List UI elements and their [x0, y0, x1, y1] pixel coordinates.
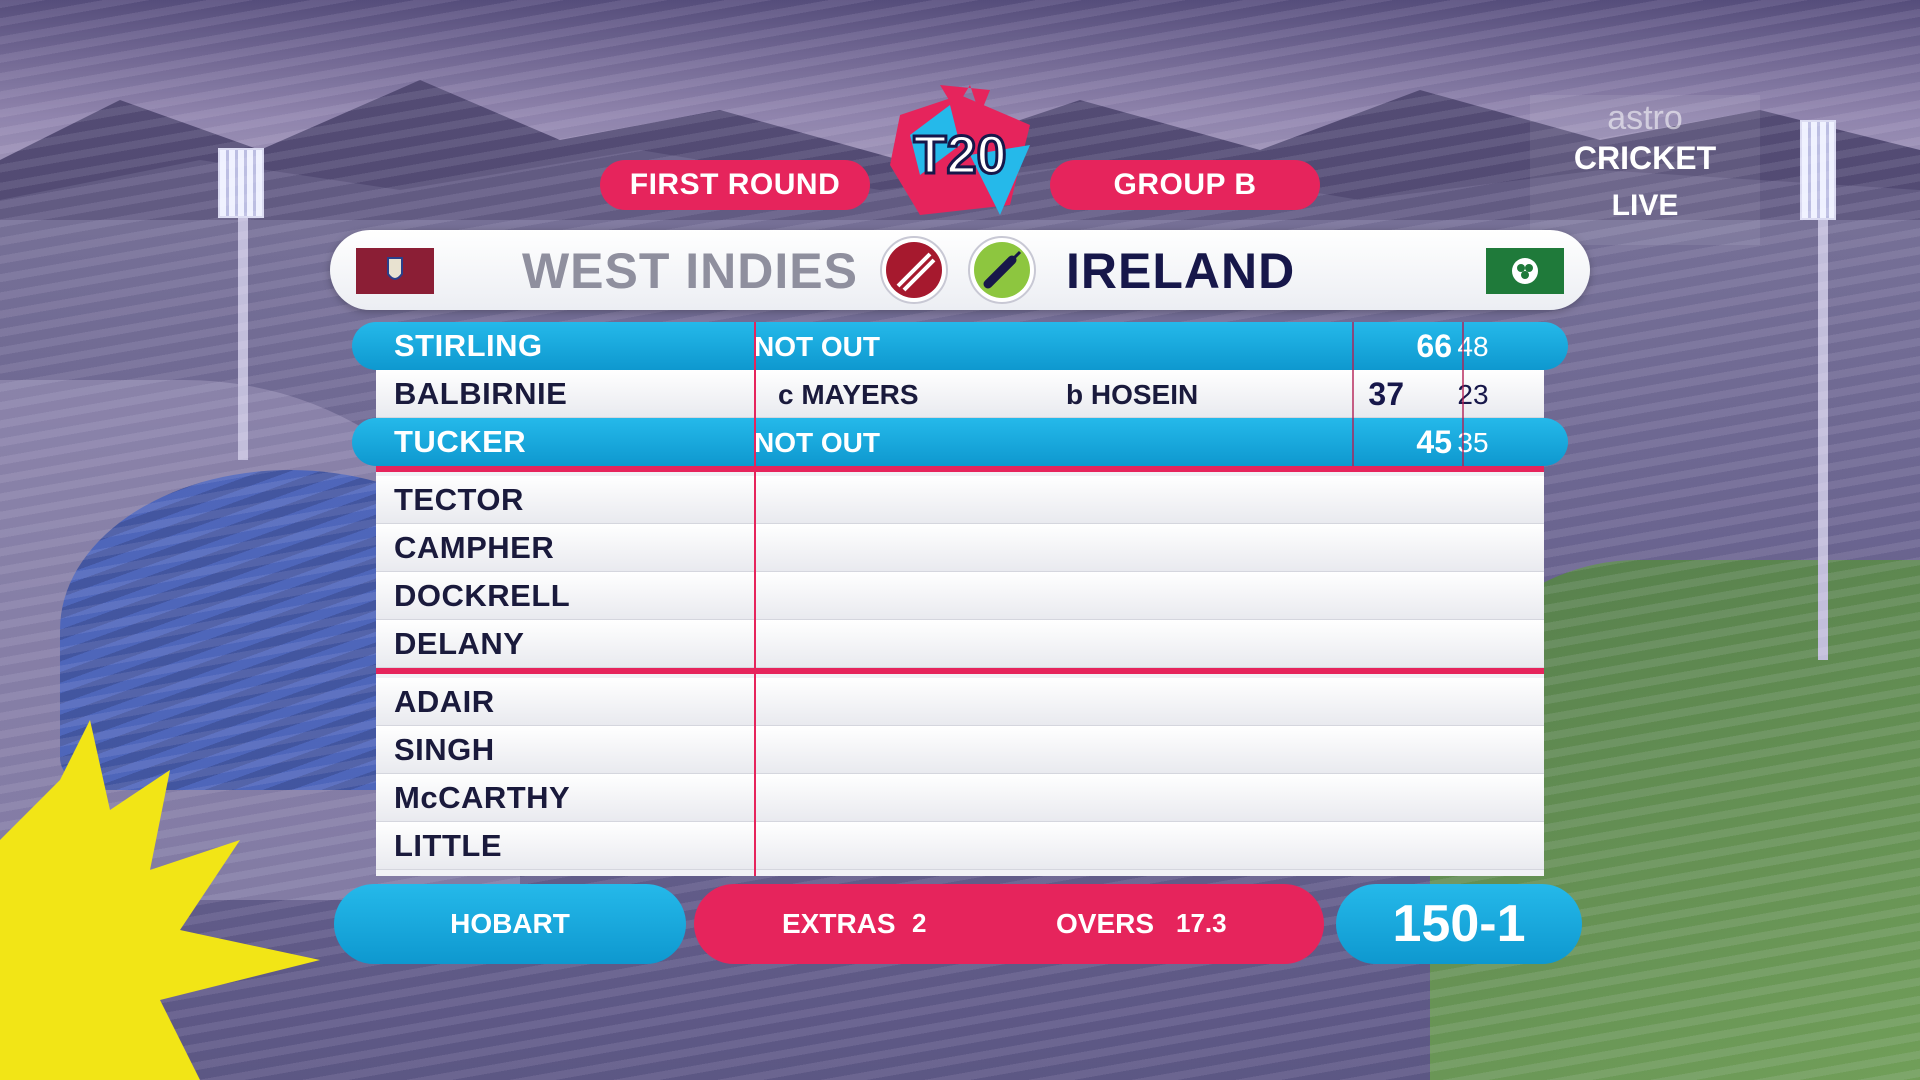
- cricket-bat-icon: [968, 236, 1036, 304]
- logo-text: T20: [913, 125, 1006, 185]
- ireland-flag-icon: [1486, 248, 1564, 294]
- batter-row: CAMPHER: [376, 524, 1544, 572]
- batter-name: CAMPHER: [394, 530, 555, 565]
- batter-name: SINGH: [394, 732, 495, 767]
- runs: 45: [1416, 424, 1452, 460]
- batting-scorecard: STIRLING NOT OUT 66 48 BALBIRNIE c MAYER…: [352, 322, 1568, 876]
- batter-name: TUCKER: [394, 424, 527, 459]
- batter-name: BALBIRNIE: [394, 376, 568, 411]
- group-pill: GROUP B: [1050, 160, 1320, 210]
- section-divider: [376, 668, 1544, 674]
- west-indies-flag-icon: [356, 248, 434, 294]
- batter-name: ADAIR: [394, 684, 495, 719]
- t20-world-cup-logo: T20: [890, 85, 1030, 215]
- runs-column-divider: [1352, 322, 1354, 466]
- balls: 48: [1457, 331, 1489, 362]
- floodlight-pole: [1818, 210, 1828, 660]
- bowling-team-name: WEST INDIES: [521, 243, 858, 299]
- dismissal: c MAYERS: [778, 379, 919, 410]
- floodlight-pole: [238, 210, 248, 460]
- batter-row: LITTLE: [376, 822, 1544, 870]
- broadcaster-brand: astro: [1607, 99, 1683, 137]
- bowler: b HOSEIN: [1066, 379, 1199, 410]
- extras-label: EXTRAS: [782, 908, 896, 939]
- batter-row: ADAIR: [376, 678, 1544, 726]
- live-indicator: LIVE: [1611, 189, 1679, 222]
- batter-name: TECTOR: [394, 482, 524, 517]
- round-pill: FIRST ROUND: [600, 160, 870, 210]
- batter-name: STIRLING: [394, 328, 543, 363]
- teams-bar: WEST INDIES IRELAND: [330, 230, 1590, 310]
- column-divider: [754, 322, 756, 876]
- floodlight: [218, 148, 264, 218]
- batter-name: DELANY: [394, 626, 525, 661]
- total-score: 150-1: [1336, 884, 1582, 964]
- batter-row: STIRLING NOT OUT 66 48: [352, 322, 1568, 370]
- batter-row: BALBIRNIE c MAYERS b HOSEIN 37 23: [376, 370, 1544, 418]
- batter-row: DOCKRELL: [376, 572, 1544, 620]
- cricket-ball-icon: [880, 236, 948, 304]
- venue-pill: HOBART: [334, 884, 686, 964]
- extras-value: 2: [912, 908, 927, 938]
- batter-name: LITTLE: [394, 828, 503, 863]
- balls: 23: [1457, 379, 1489, 410]
- overs-label: OVERS: [1056, 908, 1155, 939]
- batting-team-name: IRELAND: [1066, 243, 1296, 299]
- yellow-burst-graphic: [0, 720, 320, 1080]
- batter-name: DOCKRELL: [394, 578, 571, 613]
- floodlight: [1800, 120, 1836, 220]
- broadcaster-channel: CRICKET: [1573, 140, 1717, 176]
- innings-info-pill: EXTRAS 2 OVERS 17.3: [694, 884, 1324, 964]
- broadcaster-bug: astro CRICKET LIVE: [1530, 95, 1760, 245]
- batter-row: TUCKER NOT OUT 45 35: [352, 418, 1568, 466]
- batter-row: TECTOR: [376, 476, 1544, 524]
- balls: 35: [1457, 427, 1489, 458]
- dismissal: NOT OUT: [754, 427, 880, 458]
- batter-name: McCARTHY: [394, 780, 571, 815]
- overs-value: 17.3: [1176, 908, 1227, 938]
- runs: 66: [1416, 328, 1452, 364]
- batter-row: DELANY: [376, 620, 1544, 668]
- section-divider: [376, 466, 1544, 472]
- batter-row: McCARTHY: [376, 774, 1544, 822]
- balls-column-divider: [1462, 322, 1464, 466]
- dismissal: NOT OUT: [754, 331, 880, 362]
- batter-row: SINGH: [376, 726, 1544, 774]
- runs: 37: [1368, 376, 1404, 412]
